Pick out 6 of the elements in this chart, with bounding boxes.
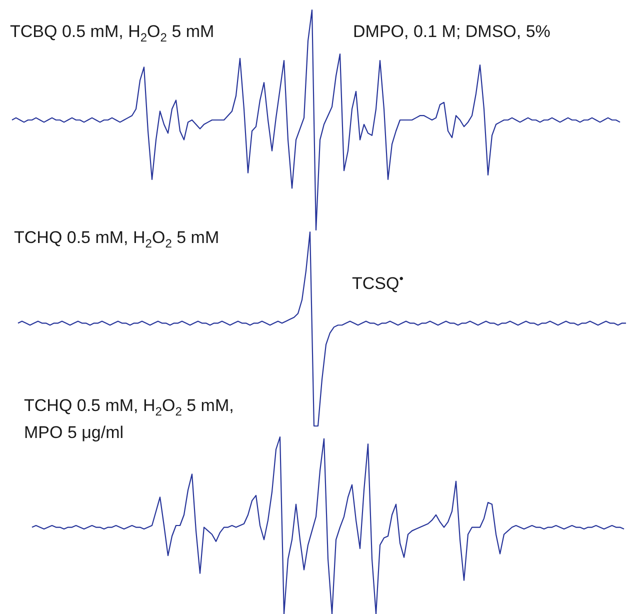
- annotation: TCSQ$^{•}$: [352, 271, 404, 293]
- annotation: MPO 5 μg/ml: [24, 423, 124, 442]
- annotation: TCHQ 0.5 mM, H$_{2}$O$_{2}$ 5 mM: [14, 228, 220, 250]
- annotation: DMPO, 0.1 M; DMSO, 5%: [353, 22, 550, 41]
- annotation: TCHQ 0.5 mM, H$_{2}$O$_{2}$ 5 mM,: [24, 396, 234, 418]
- annotation: TCBQ 0.5 mM, H$_{2}$O$_{2}$ 5 mM: [10, 22, 214, 44]
